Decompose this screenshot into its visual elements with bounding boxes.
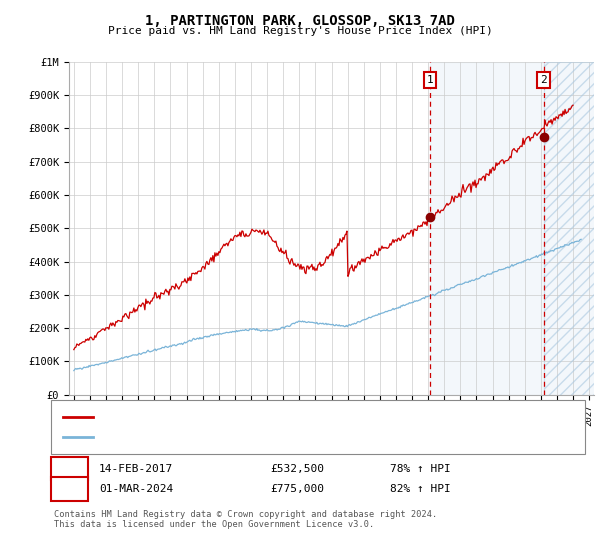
- Bar: [544, 62, 600, 395]
- Text: 1: 1: [66, 462, 73, 475]
- Text: 14-FEB-2017: 14-FEB-2017: [99, 464, 173, 474]
- Bar: [430, 62, 544, 395]
- Text: 1, PARTINGTON PARK, GLOSSOP, SK13 7AD (detached house): 1, PARTINGTON PARK, GLOSSOP, SK13 7AD (d…: [99, 412, 437, 422]
- Bar: [544, 62, 600, 395]
- Text: HPI: Average price, detached house, High Peak: HPI: Average price, detached house, High…: [99, 432, 380, 442]
- Text: 01-MAR-2024: 01-MAR-2024: [99, 484, 173, 494]
- Text: 1: 1: [427, 75, 433, 85]
- Text: 2: 2: [540, 75, 547, 85]
- Text: £532,500: £532,500: [270, 464, 324, 474]
- Text: 82% ↑ HPI: 82% ↑ HPI: [390, 484, 451, 494]
- Text: 78% ↑ HPI: 78% ↑ HPI: [390, 464, 451, 474]
- Text: Contains HM Land Registry data © Crown copyright and database right 2024.
This d: Contains HM Land Registry data © Crown c…: [54, 510, 437, 529]
- Text: 1, PARTINGTON PARK, GLOSSOP, SK13 7AD: 1, PARTINGTON PARK, GLOSSOP, SK13 7AD: [145, 14, 455, 28]
- Text: Price paid vs. HM Land Registry's House Price Index (HPI): Price paid vs. HM Land Registry's House …: [107, 26, 493, 36]
- Text: £775,000: £775,000: [270, 484, 324, 494]
- Text: 2: 2: [66, 482, 73, 496]
